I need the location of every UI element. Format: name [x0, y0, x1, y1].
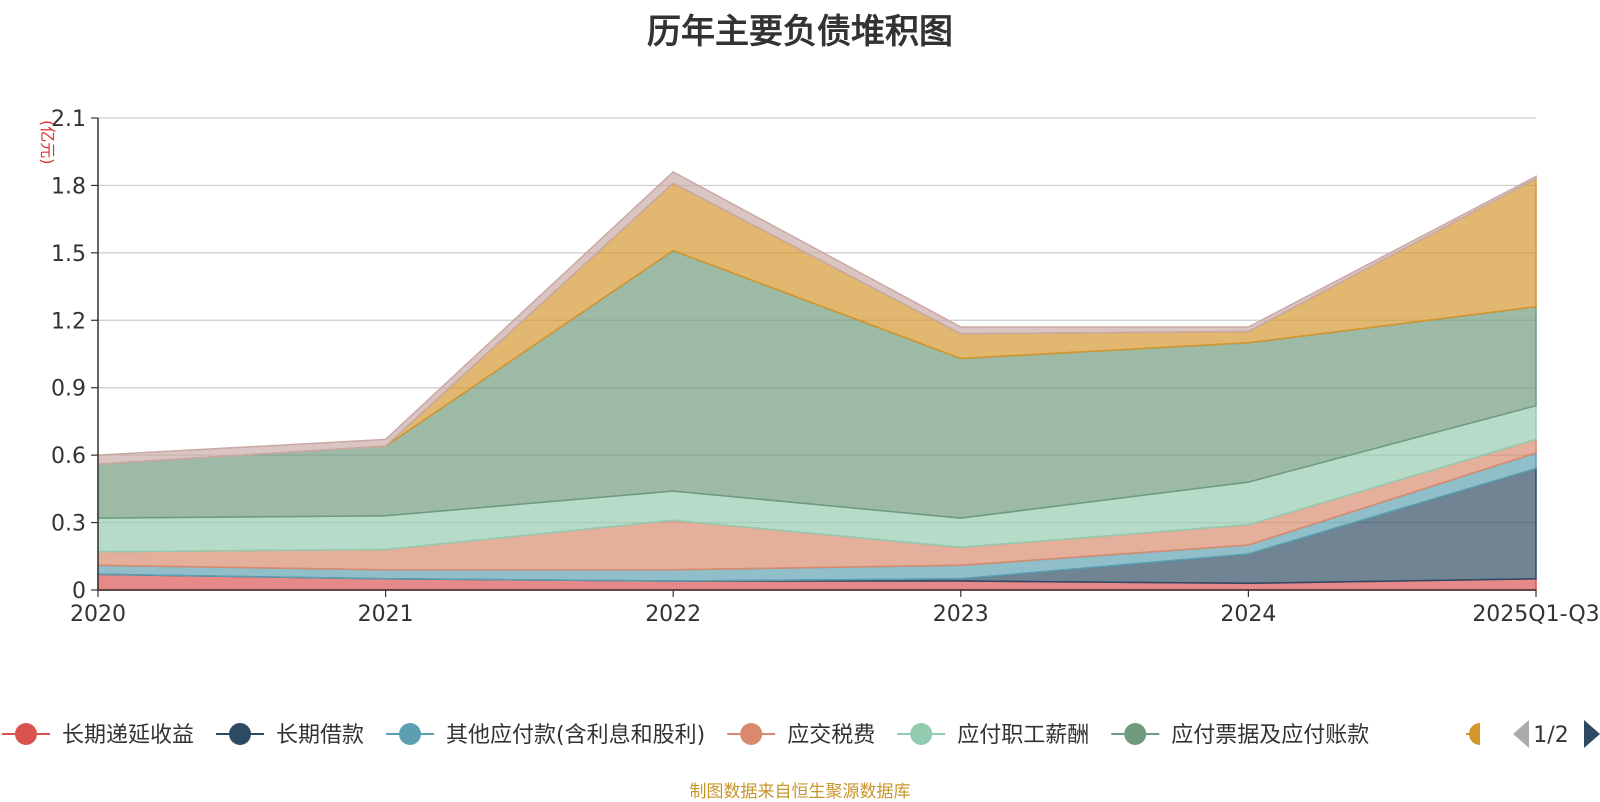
legend-item-partial[interactable] — [1466, 723, 1480, 745]
legend-item-2[interactable]: 其他应付款(含利息和股利) — [386, 723, 705, 748]
legend-marker-icon — [910, 723, 933, 745]
x-tick-label: 2022 — [645, 602, 701, 627]
x-tick-label: 2024 — [1220, 602, 1276, 627]
x-tick-labels: 2020 2021 2022 2023 2024 2025Q1-Q3 — [70, 590, 1600, 627]
legend-label: 应付职工薪酬 — [957, 723, 1089, 748]
legend-next-icon[interactable] — [1584, 720, 1600, 748]
legend-label: 其他应付款(含利息和股利) — [446, 723, 705, 748]
x-tick-label: 2023 — [933, 602, 989, 627]
legend-item-5[interactable]: 应付票据及应付账款 — [1111, 723, 1369, 748]
area-7[interactable] — [97, 170, 1537, 465]
area-series — [97, 170, 1537, 591]
y-tick-label: 1.8 — [51, 174, 86, 199]
x-tick-label: 2025Q1-Q3 — [1472, 602, 1599, 627]
y-tick-label: 2.1 — [51, 107, 86, 132]
y-tick-label: 1.5 — [51, 242, 86, 267]
legend-item-1[interactable]: 长期借款 — [216, 723, 364, 748]
y-tick-label: 1.2 — [51, 309, 86, 334]
legend-prev-icon[interactable] — [1513, 720, 1529, 748]
legend-item-3[interactable]: 应交税费 — [727, 723, 875, 748]
legend-item-0[interactable]: 长期递延收益 — [2, 723, 194, 748]
legend-page-indicator: 1/2 — [1533, 723, 1568, 748]
legend-marker-icon — [1124, 723, 1147, 745]
y-unit-label: (亿元) — [38, 120, 57, 165]
legend-marker-icon — [399, 723, 422, 745]
y-tick-label: 0.9 — [51, 377, 86, 402]
chart-title: 历年主要负债堆积图 — [647, 12, 953, 52]
legend-item-4[interactable]: 应付职工薪酬 — [897, 723, 1089, 748]
legend-label: 应交税费 — [787, 723, 875, 748]
legend-marker-icon — [229, 723, 252, 745]
y-tick-label: 0 — [72, 579, 86, 604]
x-tick-label: 2020 — [70, 602, 126, 627]
legend-marker-icon — [740, 723, 763, 745]
y-tick-labels: 0 0.3 0.6 0.9 1.2 1.5 1.8 2.1 — [51, 107, 86, 604]
y-tick-label: 0.6 — [51, 444, 86, 469]
axes — [97, 118, 1536, 591]
legend-label: 应付票据及应付账款 — [1171, 723, 1369, 748]
legend-marker-icon — [15, 723, 37, 745]
x-tick-label: 2021 — [358, 602, 414, 627]
legend-label: 长期借款 — [276, 723, 364, 748]
legend: 长期递延收益 长期借款 其他应付款(含利息和股利) 应交税费 应付职工薪酬 应付票据及应付… — [2, 723, 1480, 748]
data-source-note: 制图数据来自恒生聚源数据库 — [689, 782, 911, 802]
legend-label: 长期递延收益 — [62, 723, 194, 748]
y-tick-label: 0.3 — [51, 512, 86, 537]
legend-pager: 1/2 — [1513, 720, 1600, 748]
legend-marker-icon — [1469, 723, 1480, 745]
